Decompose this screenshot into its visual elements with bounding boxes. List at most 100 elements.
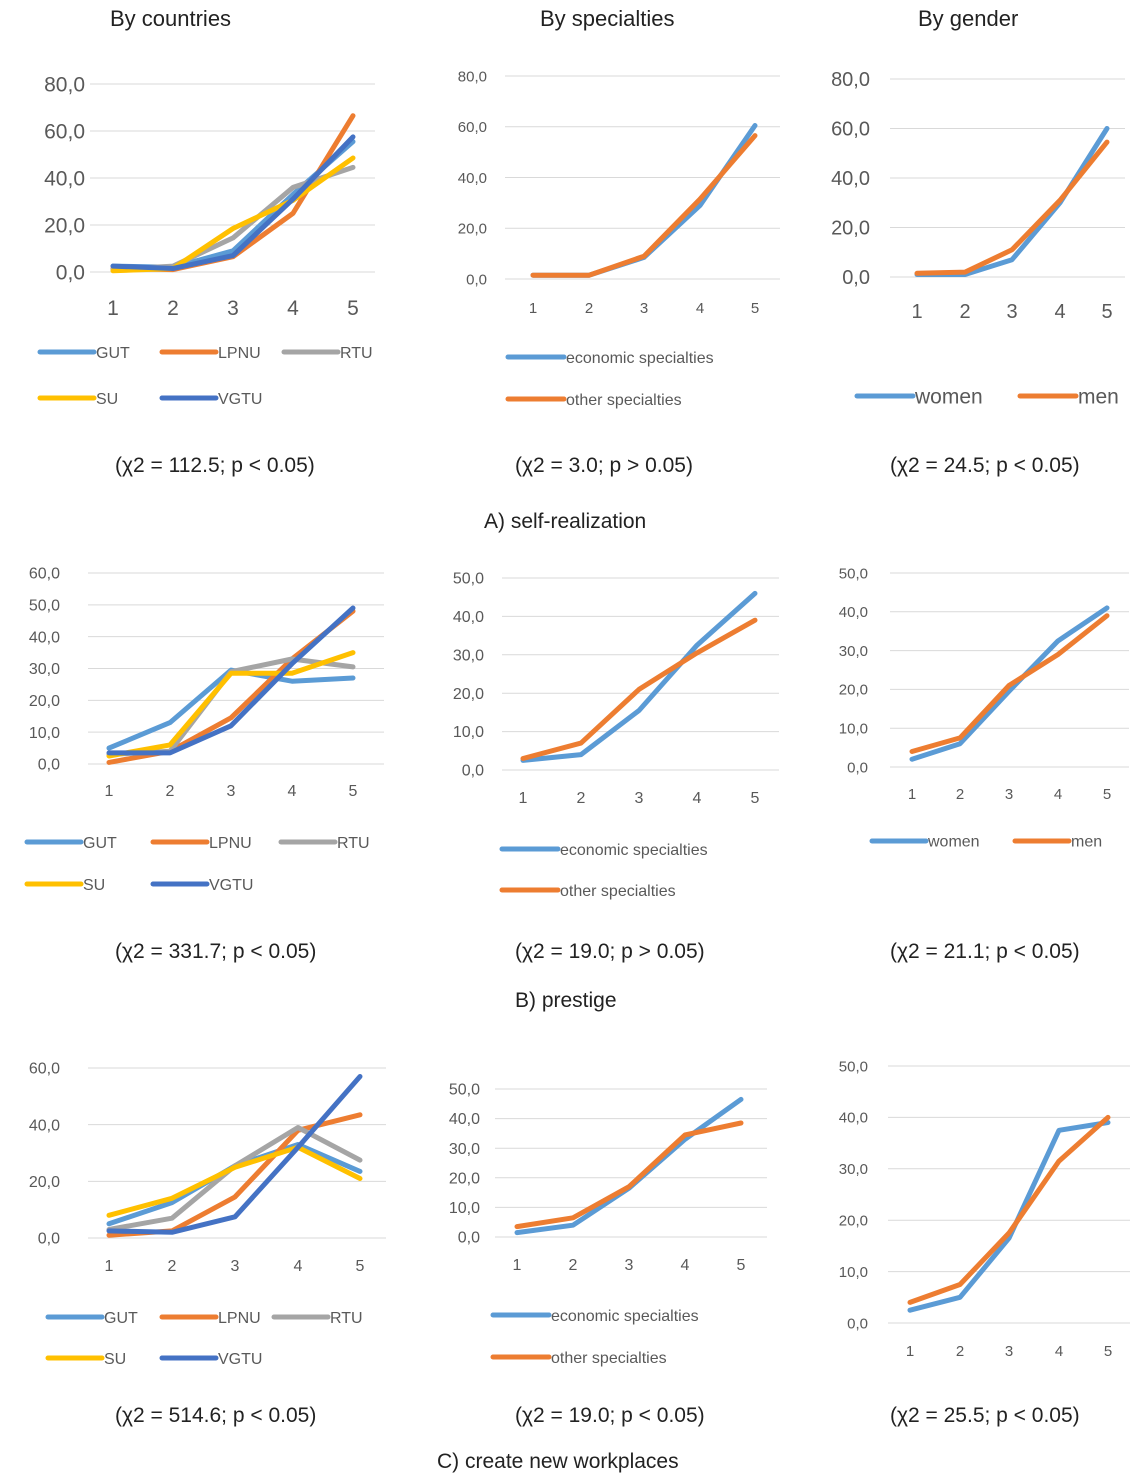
y-tick-label: 0,0 xyxy=(462,763,484,780)
y-tick-label: 40,0 xyxy=(839,1110,868,1127)
x-tick-label: 3 xyxy=(1005,1343,1013,1360)
legend: women men xyxy=(854,385,1119,408)
y-tick-label: 40,0 xyxy=(44,167,85,190)
series-line-gut xyxy=(106,667,356,751)
y-tick-label: 0,0 xyxy=(466,271,487,288)
y-tick-label: 10,0 xyxy=(839,1264,868,1281)
y-tick-label: 40,0 xyxy=(29,629,60,646)
series-line-men xyxy=(909,613,1110,754)
y-tick-label: 20,0 xyxy=(453,686,484,703)
y-tick-label: 30,0 xyxy=(29,661,60,678)
x-tick-label: 1 xyxy=(105,1258,114,1275)
legend-label-men: men xyxy=(1078,385,1119,408)
legend-label-other-specialties: other specialties xyxy=(566,392,682,409)
y-tick-label: 0,0 xyxy=(38,757,60,774)
legend-label-other-specialties: other specialties xyxy=(560,883,676,900)
x-tick-label: 1 xyxy=(906,1343,914,1360)
series-line-women xyxy=(914,126,1110,277)
x-tick-label: 5 xyxy=(347,297,359,320)
series-line-series-2 xyxy=(907,1114,1111,1305)
legend-label-lpnu: LPNU xyxy=(218,1310,261,1327)
x-tick-label: 5 xyxy=(349,783,358,800)
y-tick-label: 40,0 xyxy=(449,1111,480,1128)
chi-square-A-gender: (χ2 = 24.5; p < 0.05) xyxy=(890,454,1080,477)
chi-square-C-gender: (χ2 = 25.5; p < 0.05) xyxy=(890,1404,1080,1427)
y-tick-label: 30,0 xyxy=(449,1141,480,1158)
legend: women men xyxy=(869,834,1102,851)
legend: GUT LPNU RTU SU VGTU xyxy=(37,345,373,408)
chi-square-A-specialties: (χ2 = 3.0; p > 0.05) xyxy=(515,454,693,477)
y-tick-label: 30,0 xyxy=(453,647,484,664)
y-tick-label: 80,0 xyxy=(44,73,85,96)
series-line-su xyxy=(106,650,356,759)
x-tick-label: 3 xyxy=(640,300,648,317)
x-tick-label: 4 xyxy=(1054,786,1062,803)
x-tick-label: 5 xyxy=(1103,786,1111,803)
x-tick-label: 4 xyxy=(681,1257,690,1274)
section-label-B: B) prestige xyxy=(515,989,617,1012)
y-tick-label: 60,0 xyxy=(458,119,487,136)
legend: economic specialties other specialties xyxy=(499,842,708,900)
y-tick-label: 40,0 xyxy=(453,609,484,626)
x-tick-label: 1 xyxy=(107,297,119,320)
y-tick-label: 20,0 xyxy=(458,221,487,238)
section-label-A: A) self-realization xyxy=(484,510,647,533)
legend-label-vgtu: VGTU xyxy=(218,391,262,408)
y-tick-label: 50,0 xyxy=(29,597,60,614)
x-tick-label: 5 xyxy=(751,300,759,317)
legend-label-gut: GUT xyxy=(104,1310,138,1327)
x-tick-label: 2 xyxy=(577,790,586,807)
legend-label-women: women xyxy=(927,834,980,851)
y-tick-label: 60,0 xyxy=(29,566,60,583)
y-tick-label: 80,0 xyxy=(831,69,870,91)
legend-label-su: SU xyxy=(83,877,105,894)
series-line-su xyxy=(106,1144,363,1218)
series-line-men xyxy=(914,139,1110,276)
series-line-lpnu xyxy=(110,113,356,273)
series-line-other-specialties xyxy=(520,617,758,761)
legend: GUT LPNU RTU SU VGTU xyxy=(24,835,370,894)
chi-square-B-specialties: (χ2 = 19.0; p > 0.05) xyxy=(515,940,705,963)
chart-A-countries: 0,0 20,0 40,0 60,0 80,0 1 2 3 4 5 GUT LPNU RTU SU VGTU xyxy=(37,73,375,408)
chart-C-gender: 0,0 10,0 20,0 30,0 40,0 50,0 1 2 3 4 5 xyxy=(839,1058,1130,1360)
chart-B-gender: 0,0 10,0 20,0 30,0 40,0 50,0 1 2 3 4 5 women men xyxy=(839,565,1129,851)
legend-label-lpnu: LPNU xyxy=(209,835,252,852)
x-tick-label: 5 xyxy=(751,790,760,807)
legend-label-lpnu: LPNU xyxy=(218,345,261,362)
y-tick-label: 40,0 xyxy=(458,170,487,187)
y-tick-label: 0,0 xyxy=(847,759,868,776)
legend-label-rtu: RTU xyxy=(330,1310,363,1327)
x-tick-label: 3 xyxy=(1006,301,1017,323)
x-tick-label: 5 xyxy=(356,1258,365,1275)
x-tick-label: 4 xyxy=(1054,301,1065,323)
x-tick-label: 4 xyxy=(294,1258,303,1275)
x-tick-label: 1 xyxy=(911,301,922,323)
legend: economic specialties other specialties xyxy=(490,1308,699,1367)
section-label-C: C) create new workplaces xyxy=(437,1450,679,1473)
y-tick-label: 0,0 xyxy=(842,267,870,289)
chi-square-C-countries: (χ2 = 514.6; p < 0.05) xyxy=(115,1404,317,1427)
y-tick-label: 50,0 xyxy=(449,1082,480,1099)
x-tick-label: 1 xyxy=(908,786,916,803)
legend-label-economic-specialties: economic specialties xyxy=(566,350,714,367)
legend-label-su: SU xyxy=(104,1351,126,1368)
y-tick-label: 60,0 xyxy=(831,119,870,141)
y-tick-label: 10,0 xyxy=(453,724,484,741)
x-tick-label: 5 xyxy=(737,1257,746,1274)
x-tick-label: 4 xyxy=(288,783,297,800)
legend-label-economic-specialties: economic specialties xyxy=(560,842,708,859)
x-tick-label: 3 xyxy=(227,783,236,800)
series-line-gut xyxy=(106,1142,363,1227)
y-tick-label: 20,0 xyxy=(839,1212,868,1229)
x-tick-label: 2 xyxy=(956,786,964,803)
y-tick-label: 0,0 xyxy=(38,1231,60,1248)
chi-square-A-countries: (χ2 = 112.5; p < 0.05) xyxy=(115,454,315,477)
chart-C-specialties: 0,0 10,0 20,0 30,0 40,0 50,0 1 2 3 4 5 economic spe… xyxy=(449,1082,767,1367)
chi-square-B-gender: (χ2 = 21.1; p < 0.05) xyxy=(890,940,1080,963)
x-tick-label: 1 xyxy=(529,300,537,317)
series-line-economic-specialties xyxy=(514,1096,744,1236)
legend-label-gut: GUT xyxy=(83,835,117,852)
y-tick-label: 20,0 xyxy=(29,693,60,710)
header-by-gender: By gender xyxy=(918,6,1019,31)
